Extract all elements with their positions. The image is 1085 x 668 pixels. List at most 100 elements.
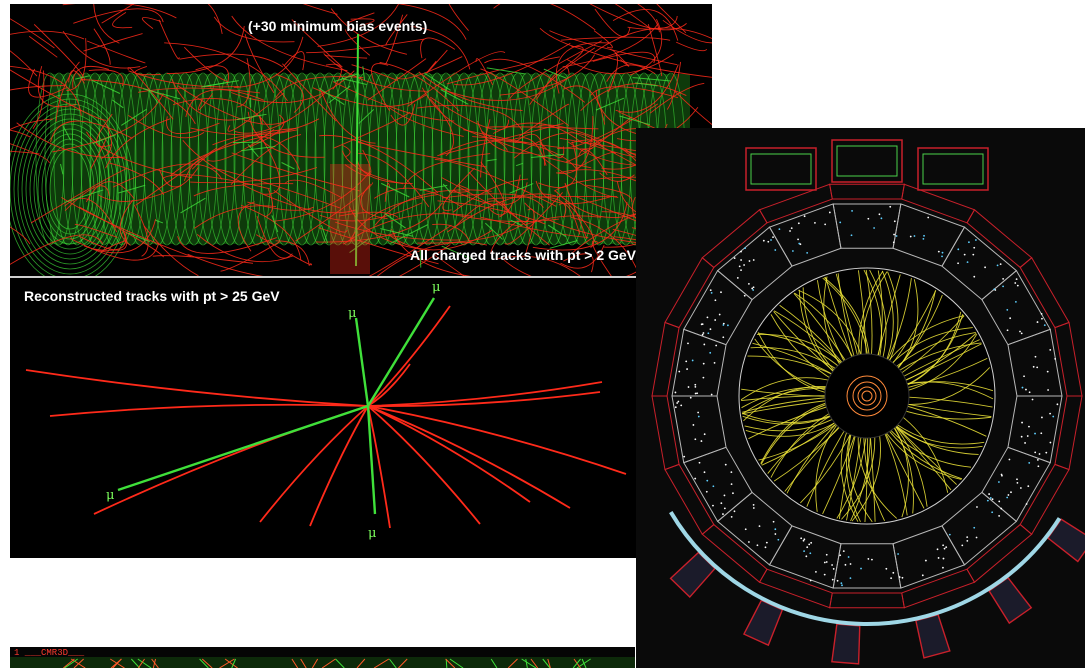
calorimeter-segment (671, 395, 727, 464)
hit-dot (774, 528, 777, 531)
charged-track (480, 68, 570, 126)
barrel-ring (521, 72, 551, 246)
hit-dot (1041, 416, 1043, 419)
charged-track (264, 189, 273, 218)
charged-track (486, 158, 497, 162)
charged-track (333, 111, 411, 149)
hit-dot (701, 333, 704, 336)
hit-dot (808, 543, 811, 546)
charged-track (562, 23, 659, 68)
hit-dot (797, 238, 799, 241)
calorimeter-segment (1054, 321, 1083, 397)
charged-track (227, 92, 285, 132)
hit-dot (774, 533, 777, 535)
barrel-ring (431, 72, 461, 246)
hit-dot (736, 277, 739, 279)
charged-track (236, 58, 251, 108)
charged-track (549, 30, 678, 66)
muon-chamber (917, 147, 989, 191)
hit-dot (1006, 308, 1009, 311)
barrel-ring (404, 72, 434, 246)
strip-label: 1 ___CMR3D___ (14, 648, 85, 658)
charged-track (128, 232, 151, 243)
charged-track (100, 123, 112, 159)
charged-track (190, 118, 320, 136)
charged-track (486, 67, 526, 75)
calorimeter-segment (829, 592, 905, 609)
hit-dot (1010, 491, 1012, 494)
hit-dot (1009, 317, 1012, 320)
high-pt-track (367, 391, 601, 407)
barrel-ring (44, 72, 74, 246)
hit-dot (740, 250, 742, 253)
charged-track (632, 77, 671, 82)
charged-track (55, 61, 80, 122)
calorimeter-segment (701, 523, 768, 583)
hit-dot (880, 217, 883, 220)
charged-track (118, 184, 146, 194)
charged-track (236, 113, 267, 121)
charged-track (539, 141, 565, 158)
muon-track (117, 404, 369, 492)
hit-dot (1015, 278, 1018, 281)
hit-dot (998, 500, 1001, 503)
hit-dot (941, 255, 943, 258)
high-pt-track (367, 405, 391, 529)
strip-track (224, 658, 238, 668)
charged-track (592, 51, 656, 64)
charged-track (449, 184, 470, 193)
charged-track (358, 142, 487, 168)
charged-track (570, 216, 640, 274)
calorimeter-segment (664, 463, 715, 535)
hit-dot (730, 483, 733, 486)
hit-dot (713, 361, 716, 364)
hit-dot (849, 563, 852, 565)
charged-track (193, 183, 294, 197)
charged-track (549, 240, 578, 249)
endcap-ring (21, 113, 119, 265)
hit-dot (966, 536, 969, 539)
charged-track (561, 36, 671, 41)
charged-track (291, 18, 343, 68)
hit-dot (999, 263, 1002, 266)
hit-dot (892, 571, 895, 574)
charged-track (249, 114, 285, 148)
charged-track (513, 132, 604, 159)
hit-dot (973, 275, 976, 278)
barrel-ring (152, 72, 182, 246)
hit-dot (924, 559, 927, 562)
charged-track (16, 122, 126, 158)
charged-track (88, 69, 124, 87)
charged-track (614, 4, 651, 30)
charged-track (10, 226, 31, 245)
charged-track (112, 11, 133, 29)
hit-dot (901, 576, 904, 579)
charged-track (342, 144, 351, 157)
hit-dot (1034, 355, 1037, 358)
vertex-region (330, 164, 370, 274)
hit-dot (942, 557, 945, 560)
hit-dot (698, 461, 701, 464)
hit-dot (707, 332, 710, 335)
hit-dot (988, 493, 991, 495)
charged-track (514, 133, 546, 166)
barrel-ring (251, 72, 281, 246)
charged-track (62, 126, 71, 141)
barrel-ring (269, 72, 299, 246)
muon-label: μ (368, 526, 377, 541)
strip-track (219, 658, 235, 668)
charged-track (10, 69, 107, 121)
charged-track (349, 193, 439, 242)
barrel-ring (323, 72, 353, 246)
calorimeter-segment (716, 226, 793, 301)
hit-dot (973, 246, 976, 249)
barrel-ring (188, 72, 218, 246)
charged-track (441, 245, 472, 260)
charged-track (50, 120, 133, 143)
hit-dot (710, 291, 713, 294)
hit-dot (1014, 282, 1017, 284)
hit-dot (727, 324, 729, 327)
charged-track (489, 174, 521, 216)
hit-dot (943, 547, 946, 550)
charged-track (37, 66, 77, 108)
